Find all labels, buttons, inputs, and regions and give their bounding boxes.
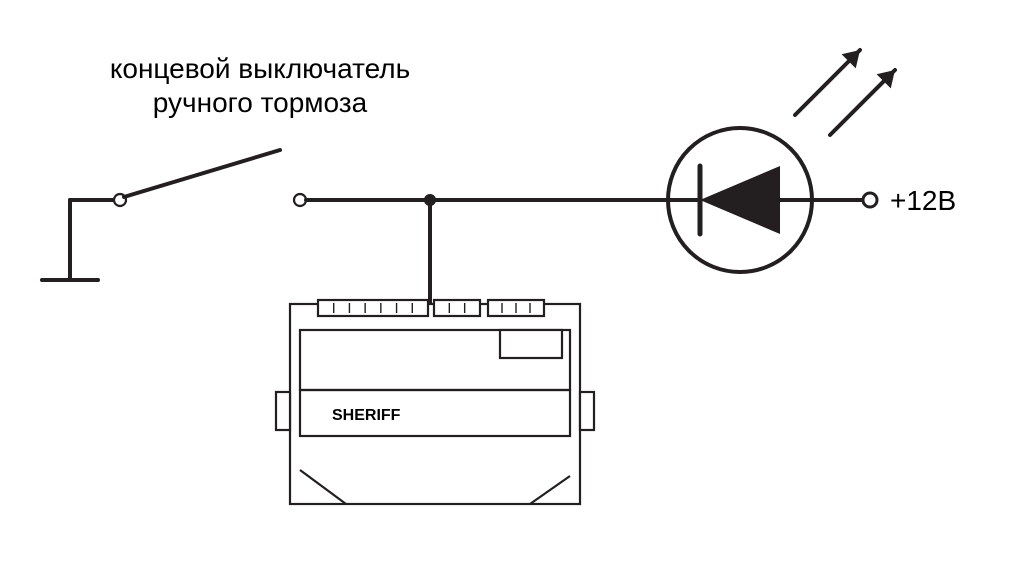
ground-symbol (42, 200, 98, 280)
wiring-diagram: концевой выключатель ручного тормоза (0, 0, 1012, 581)
sheriff-device: SHERIFF (276, 300, 594, 504)
switch-label-line1: концевой выключатель (110, 53, 410, 84)
supply-label: +12В (890, 185, 956, 216)
led-indicator (668, 50, 895, 272)
device-label: SHERIFF (332, 407, 401, 424)
switch-label-line2: ручного тормоза (153, 87, 368, 118)
handbrake-limit-switch (114, 150, 306, 206)
supply-terminal (863, 193, 877, 207)
